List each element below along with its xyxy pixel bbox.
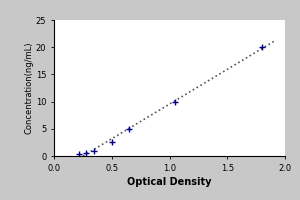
- X-axis label: Optical Density: Optical Density: [127, 177, 212, 187]
- Y-axis label: Concentration(ng/mL): Concentration(ng/mL): [24, 42, 33, 134]
